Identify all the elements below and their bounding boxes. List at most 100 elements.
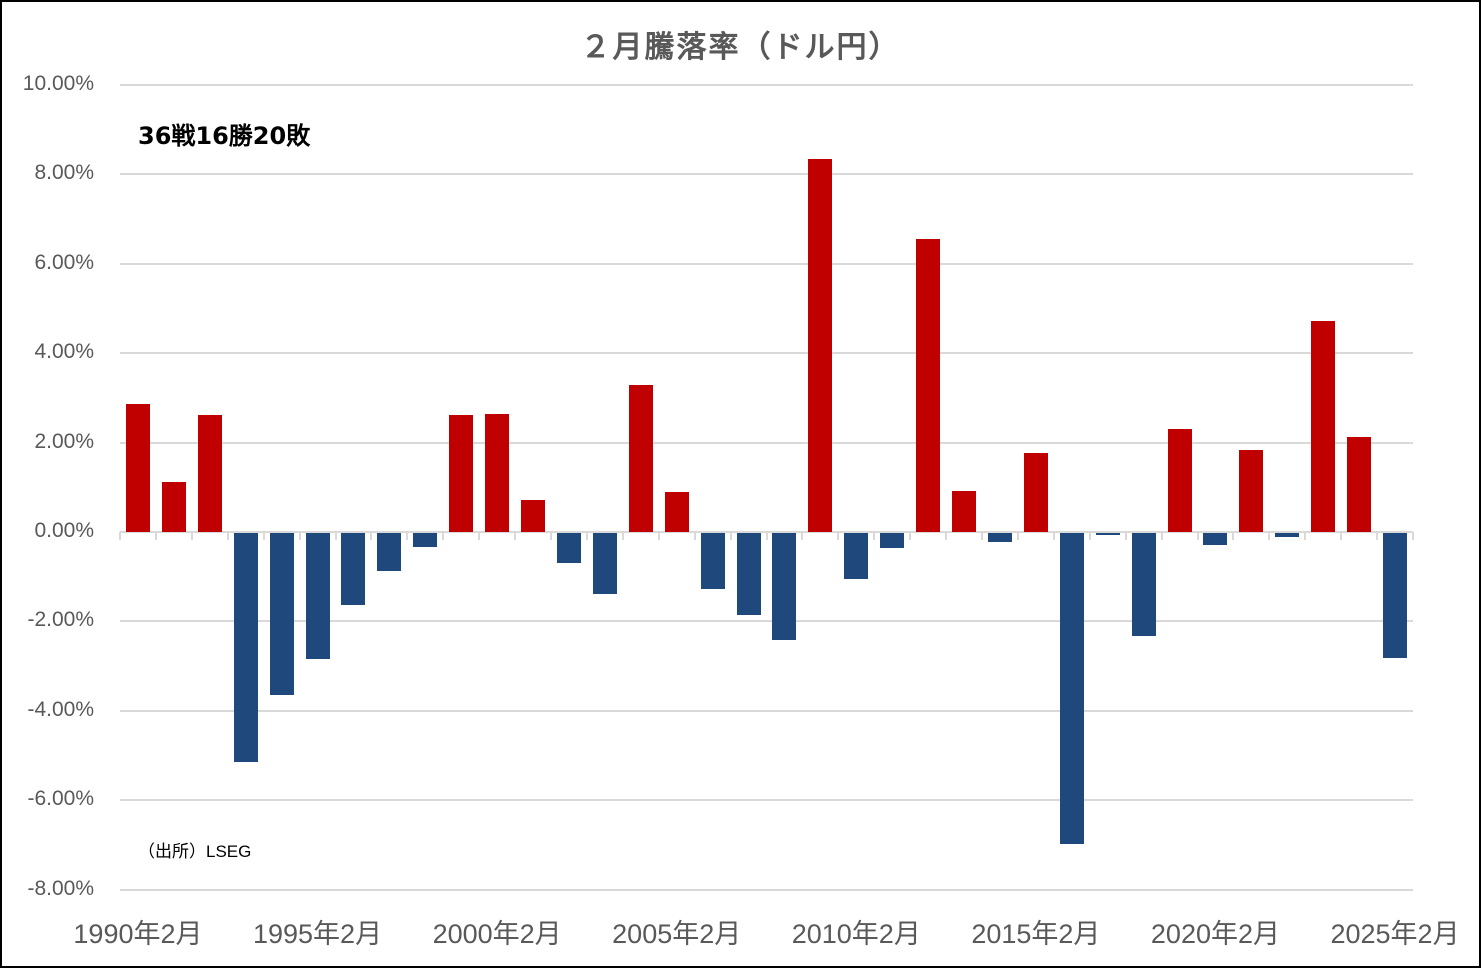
bar-2024年2月: [1347, 436, 1372, 532]
bar-1995年2月: [305, 533, 330, 660]
y-tick-label: -2.00%: [27, 608, 94, 632]
bar-2010年2月: [844, 533, 869, 580]
x-tick: [1124, 532, 1127, 540]
bar-2005年2月: [664, 492, 689, 532]
gridline: [120, 620, 1413, 623]
gridline: [120, 441, 1413, 444]
bar-1996年2月: [341, 533, 366, 605]
bar-2025年2月: [1383, 533, 1408, 659]
bar-1994年2月: [269, 533, 294, 695]
x-tick: [406, 532, 409, 540]
x-tick: [1376, 532, 1379, 540]
bar-1999年2月: [449, 414, 474, 532]
bar-2018年2月: [1131, 533, 1156, 636]
x-tick: [550, 532, 552, 540]
x-tick: [801, 532, 804, 540]
chart-title: ２月騰落率（ドル円）: [580, 30, 901, 65]
x-tick: [729, 532, 732, 540]
bar-2007年2月: [736, 533, 761, 615]
x-tick: [585, 532, 588, 540]
gridline: [120, 799, 1413, 802]
x-tick: [1052, 532, 1055, 540]
x-tick: [1412, 532, 1414, 540]
x-tick: [621, 532, 624, 540]
bar-1992年2月: [197, 414, 222, 532]
x-tick: [478, 532, 481, 540]
bar-2019年2月: [1167, 429, 1192, 532]
bar-2000年2月: [485, 413, 510, 532]
bar-2011年2月: [880, 533, 905, 549]
y-tick-label: 2.00%: [34, 429, 94, 453]
x-tick-label: 2000年2月: [432, 919, 562, 949]
bar-2016年2月: [1059, 533, 1084, 845]
x-tick: [1088, 532, 1091, 540]
x-tick: [370, 532, 373, 540]
x-tick-label: 1990年2月: [73, 919, 203, 949]
x-tick: [1268, 532, 1271, 540]
x-tick: [981, 532, 983, 540]
x-tick-label: 2005年2月: [612, 919, 742, 949]
bar-2023年2月: [1311, 321, 1336, 532]
x-tick: [945, 532, 948, 540]
source-note: （出所）LSEG: [138, 842, 252, 861]
y-tick-label: 10.00%: [22, 72, 94, 95]
x-tick: [765, 532, 768, 540]
gridline: [120, 262, 1413, 265]
bar-1993年2月: [233, 533, 258, 762]
x-tick-label: 2015年2月: [971, 919, 1101, 949]
x-tick: [262, 532, 265, 540]
bar-2001年2月: [521, 499, 546, 532]
bar-2017年2月: [1095, 533, 1120, 535]
gridline: [120, 888, 1413, 891]
y-tick-label: -8.00%: [27, 876, 94, 900]
x-tick: [1340, 532, 1343, 540]
x-tick: [873, 532, 876, 540]
gridline: [120, 84, 1413, 86]
bar-2015年2月: [1023, 452, 1048, 532]
bar-1990年2月: [125, 404, 150, 532]
x-tick: [1232, 532, 1235, 540]
bar-2012年2月: [916, 239, 941, 532]
bar-2013年2月: [952, 490, 977, 532]
gridline: [120, 352, 1413, 355]
x-tick: [298, 532, 301, 540]
bar-1998年2月: [413, 533, 438, 547]
y-tick-label: -6.00%: [27, 787, 94, 811]
bar-2008年2月: [772, 533, 797, 640]
bar-1991年2月: [161, 481, 186, 532]
bar-1997年2月: [377, 533, 402, 571]
bar-2022年2月: [1275, 533, 1300, 538]
x-tick: [1160, 532, 1163, 540]
x-tick: [154, 532, 157, 540]
bar-2020年2月: [1203, 533, 1228, 546]
bar-2006年2月: [700, 533, 725, 589]
x-tick: [657, 532, 660, 540]
x-tick: [693, 532, 696, 540]
bar-2014年2月: [987, 533, 1012, 542]
bar-2004年2月: [628, 384, 653, 532]
x-tick: [442, 532, 445, 540]
x-tick: [1196, 532, 1199, 540]
x-tick: [909, 532, 912, 540]
y-tick-label: -4.00%: [27, 697, 94, 721]
y-tick-label: 6.00%: [34, 250, 94, 274]
x-tick-label: 2010年2月: [791, 919, 921, 949]
bar-2009年2月: [808, 159, 833, 532]
gridline: [120, 709, 1413, 712]
y-tick-label: 8.00%: [34, 161, 94, 185]
x-tick: [226, 532, 229, 540]
x-tick: [1304, 532, 1307, 540]
x-tick-label: 2020年2月: [1150, 919, 1280, 949]
x-tick: [190, 532, 193, 540]
bar-2003年2月: [592, 533, 617, 594]
x-tick: [334, 532, 337, 540]
y-tick-label: 0.00%: [34, 519, 94, 542]
win-loss-record: 36戦16勝20敗: [138, 122, 311, 150]
x-tick: [1016, 532, 1019, 540]
y-tick-label: 4.00%: [34, 340, 94, 364]
gridline: [120, 173, 1413, 176]
x-tick-label: 1995年2月: [252, 919, 383, 949]
bar-2002年2月: [556, 533, 581, 563]
x-tick: [119, 532, 121, 540]
